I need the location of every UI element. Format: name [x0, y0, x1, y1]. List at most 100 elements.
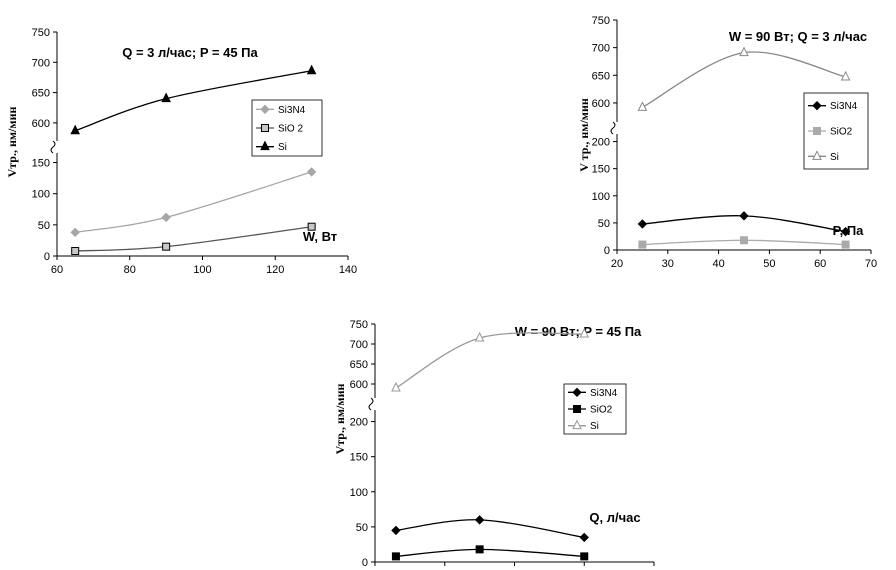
x-tick-label: 100 — [193, 264, 211, 276]
axis-break-mark — [50, 140, 56, 154]
data-point — [391, 381, 401, 392]
data-point — [580, 552, 589, 561]
data-point — [739, 211, 749, 221]
chart-annotation: Q = 3 л/час; P = 45 Па — [122, 45, 258, 60]
axis-break-mark — [368, 397, 374, 411]
y-tick-label: 700 — [350, 339, 368, 351]
data-point — [840, 226, 851, 237]
legend-label: Si3N4 — [590, 388, 618, 399]
chart-annotation: W = 90 Вт; P = 45 Па — [515, 324, 642, 339]
y-tick-label: 150 — [32, 158, 50, 170]
y-axis-label: V тр., нм/мин — [577, 98, 591, 172]
y-tick-label: 200 — [592, 137, 610, 149]
y-tick-label: 0 — [604, 245, 610, 257]
x-tick-label: 20 — [611, 258, 623, 270]
y-tick-label: 200 — [350, 417, 368, 429]
data-point — [162, 242, 171, 251]
legend-marker — [261, 124, 269, 132]
data-point — [475, 545, 484, 554]
chart-1: 0 50 100 150 600 650 700 750 60 80 100 120 140 Vтр., … — [5, 27, 357, 276]
y-tick-label: 750 — [32, 27, 50, 39]
y-tick-label: 650 — [592, 70, 610, 82]
x-tick-label: 80 — [124, 264, 136, 276]
chart-3: 05010015020060065070075002468Vтр., нм/ми… — [333, 319, 655, 569]
chart-annotation: W = 90 Вт; Q = 3 л/час — [729, 29, 867, 44]
y-tick-label: 650 — [32, 88, 50, 100]
data-point — [579, 532, 589, 543]
data-point — [71, 247, 80, 256]
x-tick-label: 60 — [814, 258, 826, 270]
data-point — [161, 92, 171, 103]
data-point — [306, 167, 317, 177]
data-point — [637, 219, 648, 229]
x-tick-label: 60 — [51, 264, 63, 276]
data-point — [70, 124, 80, 135]
x-tick-label: 50 — [763, 258, 775, 270]
y-tick-label: 750 — [592, 15, 610, 27]
y-tick-label: 650 — [350, 359, 368, 371]
y-tick-label: 600 — [592, 98, 610, 110]
legend-marker — [573, 405, 581, 413]
series-line-1 — [395, 548, 585, 558]
legend-marker — [260, 140, 270, 151]
y-tick-label: 150 — [350, 452, 368, 464]
series-line-2 — [74, 70, 312, 132]
data-point — [70, 227, 80, 238]
legend-label: Si — [830, 152, 839, 163]
y-tick-label: 0 — [44, 251, 50, 263]
data-point — [638, 240, 647, 249]
y-tick-label: 150 — [592, 164, 610, 176]
legend-label: SiO2 — [590, 405, 613, 416]
legend-marker — [812, 100, 822, 111]
y-tick-label: 600 — [32, 118, 50, 130]
legend-marker — [260, 104, 270, 115]
y-tick-label: 100 — [592, 191, 610, 203]
legend-marker — [572, 387, 582, 398]
y-tick-label: 600 — [350, 379, 368, 391]
x-tick-label: 70 — [865, 258, 877, 270]
y-tick-label: 50 — [38, 220, 50, 232]
legend-label: Si3N4 — [830, 101, 858, 112]
data-point — [637, 101, 648, 111]
x-tick-label: 40 — [712, 258, 724, 270]
data-point — [391, 552, 400, 561]
x-tick-label: 30 — [662, 258, 674, 270]
y-axis-label: Vтр., нм/мин — [333, 384, 347, 455]
legend-marker — [572, 419, 582, 430]
legend-label: Si3N4 — [278, 105, 306, 116]
legend-label: SiO2 — [830, 127, 853, 138]
legend-marker — [813, 127, 821, 135]
legend-label: SiO 2 — [278, 124, 303, 135]
series-line-0 — [75, 171, 312, 233]
data-point — [840, 70, 851, 81]
data-point — [306, 64, 317, 75]
data-point — [474, 515, 485, 525]
series-line-1 — [75, 226, 312, 252]
data-point — [307, 222, 316, 231]
y-tick-label: 100 — [32, 189, 50, 201]
x-axis-label: W, Вт — [303, 229, 337, 244]
x-axis-label: Q, л/час — [589, 510, 640, 525]
y-tick-label: 50 — [356, 522, 368, 534]
data-point — [161, 212, 171, 223]
series-line-2 — [395, 332, 585, 389]
y-tick-label: 700 — [32, 57, 50, 69]
y-tick-label: 750 — [350, 319, 368, 331]
x-tick-label: 140 — [339, 264, 357, 276]
y-tick-label: 0 — [362, 557, 368, 569]
data-point — [579, 327, 590, 338]
data-point — [740, 236, 748, 245]
data-point — [474, 331, 485, 342]
legend-marker — [812, 150, 822, 160]
legend-label: Si — [278, 142, 287, 153]
x-tick-label: 120 — [266, 264, 284, 276]
data-point — [391, 525, 401, 536]
series-line-0 — [395, 519, 585, 539]
y-tick-label: 100 — [350, 487, 368, 499]
chart-2: 0 50 100 150 200 600 650 700 750 20 30 40 50 60 70 V тр… — [577, 15, 877, 270]
data-point — [739, 46, 749, 57]
axis-break-mark — [610, 121, 616, 135]
y-tick-label: 50 — [598, 218, 610, 230]
data-point — [841, 240, 850, 249]
